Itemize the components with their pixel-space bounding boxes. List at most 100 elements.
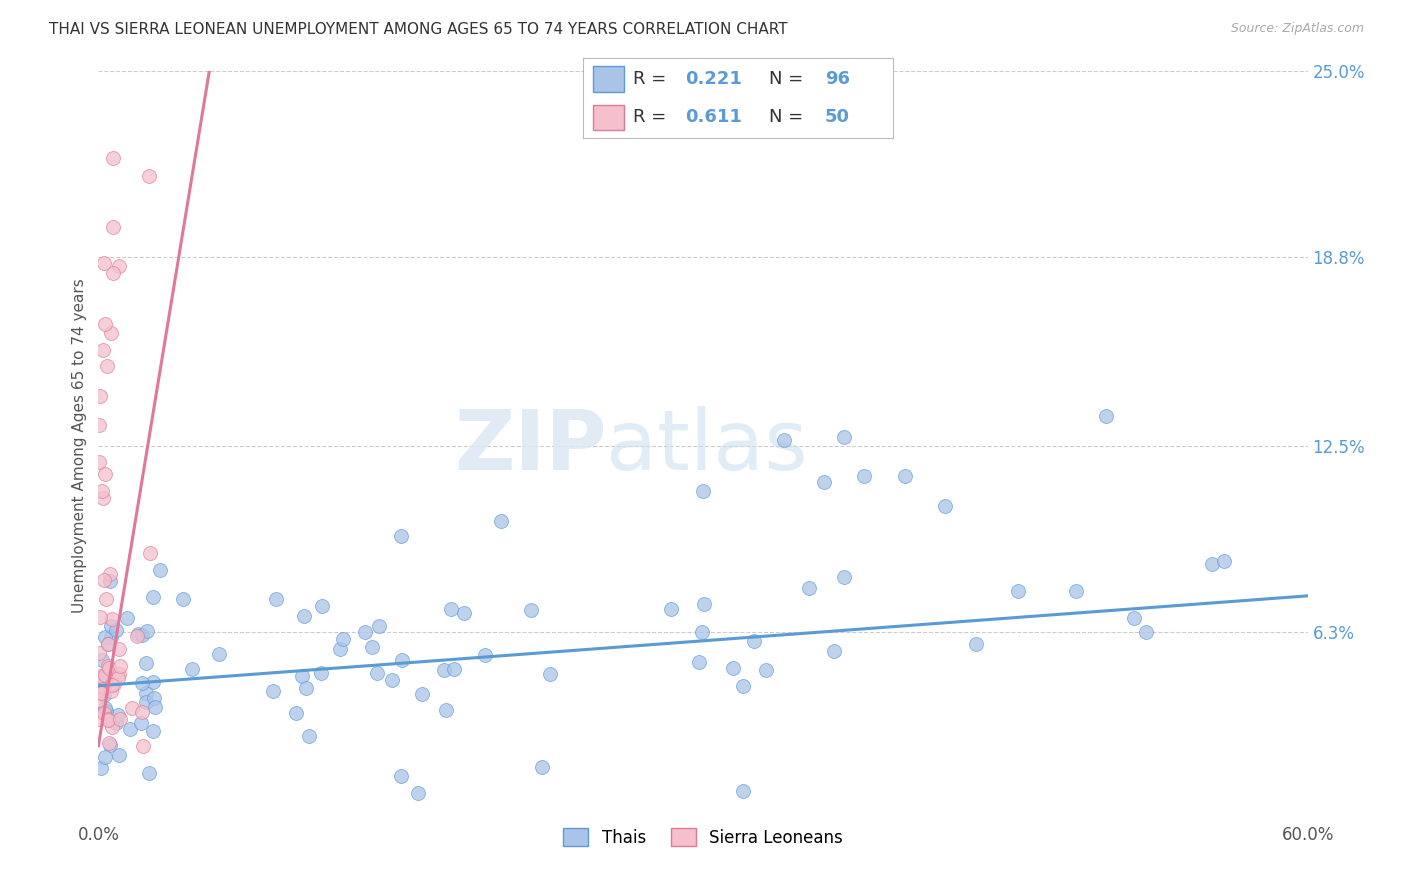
Point — [93, 706, 115, 720]
Point — [103, 152, 125, 166]
Point — [138, 766, 160, 780]
Y-axis label: Unemployment Among Ages 65 to 74 years: Unemployment Among Ages 65 to 74 years — [72, 278, 87, 614]
Point — [89, 669, 111, 683]
Text: 0.221: 0.221 — [686, 70, 742, 87]
Point — [332, 632, 354, 646]
Point — [91, 682, 114, 697]
Point — [474, 648, 496, 663]
Text: Source: ZipAtlas.com: Source: ZipAtlas.com — [1230, 22, 1364, 36]
Point — [389, 769, 412, 783]
Point — [893, 469, 915, 483]
Point — [98, 738, 121, 752]
Text: N =: N = — [769, 109, 808, 127]
Text: 50: 50 — [825, 109, 849, 127]
Point — [131, 675, 153, 690]
Point — [96, 359, 118, 373]
Point — [105, 624, 128, 638]
Text: N =: N = — [769, 70, 808, 87]
Point — [110, 659, 132, 673]
Bar — [593, 66, 624, 92]
Point — [530, 760, 553, 774]
Point — [129, 715, 152, 730]
Point — [406, 786, 429, 800]
Point — [149, 563, 172, 577]
Point — [90, 686, 112, 700]
Point — [108, 667, 131, 681]
Point — [143, 699, 166, 714]
Point — [89, 712, 111, 726]
Point — [832, 570, 855, 584]
Point — [519, 602, 541, 616]
Point — [731, 679, 754, 693]
Point — [692, 598, 714, 612]
Point — [813, 475, 835, 489]
Point — [91, 491, 114, 506]
Point — [298, 729, 321, 743]
Text: 96: 96 — [825, 70, 849, 87]
Point — [108, 642, 131, 657]
Point — [142, 724, 165, 739]
Point — [131, 628, 153, 642]
Point — [93, 688, 115, 702]
Point — [100, 326, 122, 340]
Point — [121, 701, 143, 715]
Point — [690, 624, 713, 639]
Point — [94, 317, 117, 331]
Point — [264, 591, 287, 606]
Point — [94, 668, 117, 682]
Point — [491, 514, 513, 528]
Point — [1135, 625, 1157, 640]
Point — [208, 648, 231, 662]
Point — [132, 739, 155, 753]
Point — [103, 266, 125, 280]
Point — [391, 653, 413, 667]
Point — [440, 602, 463, 616]
Point — [87, 646, 110, 660]
Point — [742, 634, 765, 648]
Point — [142, 691, 165, 706]
Point — [688, 655, 710, 669]
Point — [692, 483, 714, 498]
Point — [1201, 558, 1223, 572]
Point — [97, 637, 120, 651]
Point — [755, 663, 778, 677]
Point — [965, 637, 987, 651]
Point — [96, 704, 118, 718]
Point — [135, 686, 157, 700]
Point — [107, 708, 129, 723]
Point — [101, 220, 124, 235]
Point — [136, 624, 159, 638]
Point — [284, 706, 307, 720]
Point — [832, 430, 855, 444]
Point — [127, 628, 149, 642]
Point — [103, 676, 125, 690]
Point — [411, 687, 433, 701]
Point — [354, 625, 377, 640]
Point — [853, 469, 876, 483]
Point — [107, 672, 129, 686]
Point — [91, 343, 114, 357]
Point — [772, 433, 794, 447]
Point — [139, 546, 162, 560]
Point — [94, 630, 117, 644]
Point — [180, 662, 202, 676]
Point — [135, 696, 157, 710]
Point — [1123, 610, 1146, 624]
Point — [93, 574, 115, 588]
Point — [101, 678, 124, 692]
Point — [100, 630, 122, 644]
Text: atlas: atlas — [606, 406, 808, 486]
Point — [127, 627, 149, 641]
Point — [1007, 583, 1029, 598]
Point — [661, 602, 683, 616]
Point — [311, 599, 333, 614]
Text: 0.611: 0.611 — [686, 109, 742, 127]
Point — [118, 722, 141, 736]
Point — [89, 671, 111, 685]
Point — [97, 713, 120, 727]
Text: R =: R = — [633, 70, 672, 87]
Point — [131, 705, 153, 719]
Point — [262, 683, 284, 698]
Point — [797, 581, 820, 595]
Point — [291, 669, 314, 683]
